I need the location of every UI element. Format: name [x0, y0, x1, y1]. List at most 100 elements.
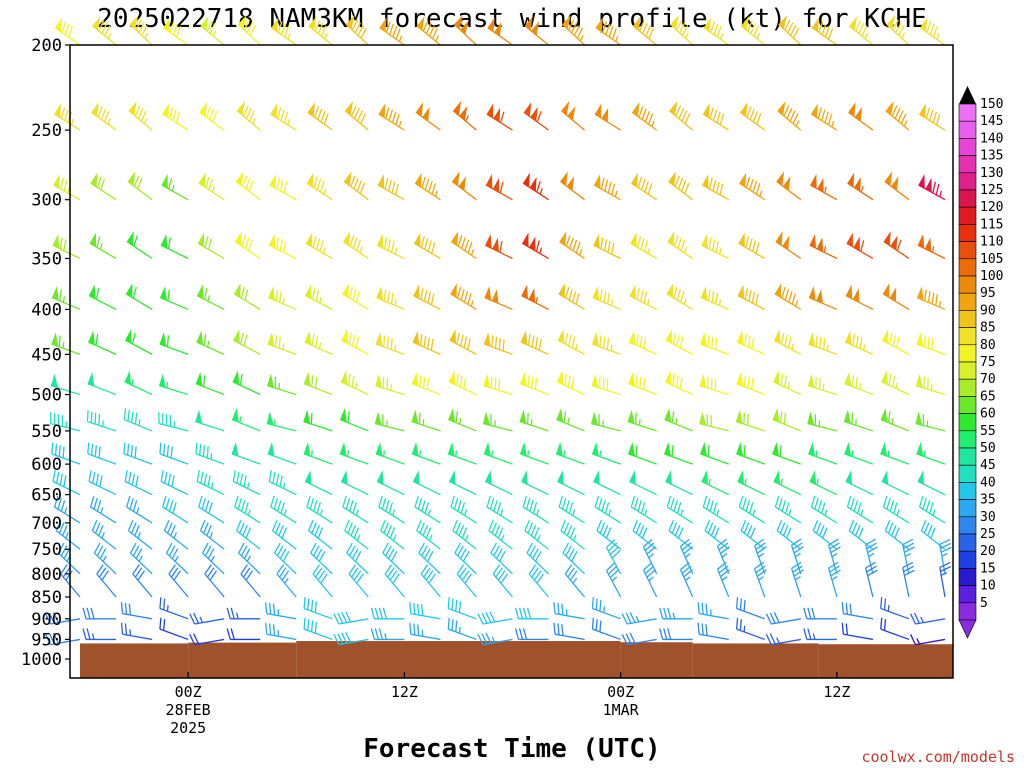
wind-barb [159, 332, 189, 355]
wind-barb [883, 231, 910, 260]
colorbar-label: 5 [980, 596, 988, 611]
colorbar-label: 90 [980, 303, 996, 318]
colorbar-swatch [958, 138, 977, 156]
wind-barb [594, 495, 621, 524]
wind-barb [197, 232, 225, 260]
colorbar-label: 140 [980, 131, 1003, 146]
wind-barb [482, 411, 513, 432]
surface-block [620, 642, 693, 678]
wind-barb [93, 542, 117, 575]
wind-barb [591, 617, 621, 641]
wind-barb [605, 562, 622, 598]
wind-barb [803, 628, 837, 641]
wind-barb [812, 520, 838, 550]
wind-barb [226, 607, 261, 620]
colorbar-swatch [958, 516, 977, 535]
wind-barb [339, 407, 369, 432]
wind-barb [642, 538, 658, 575]
wind-barb [882, 283, 910, 310]
wind-barb [521, 470, 549, 496]
wind-barb [380, 520, 405, 550]
wind-barb [274, 542, 297, 575]
wind-barb [700, 441, 729, 465]
wind-barb [234, 231, 261, 260]
wind-barb [666, 495, 694, 524]
wind-barb [483, 332, 513, 355]
wind-barb [591, 411, 621, 432]
surface-block [188, 642, 297, 678]
wind-barb [486, 103, 513, 131]
wind-barb [54, 17, 81, 46]
x-tick-label: 1MAR [603, 701, 640, 719]
colorbar-swatch [958, 275, 977, 294]
wind-barb [844, 330, 874, 355]
colorbar-label: 75 [980, 355, 996, 370]
wind-barb [375, 441, 405, 465]
chart-title: 2025022718 NAM3KM forecast wind profile … [97, 4, 927, 34]
wind-barb [87, 372, 117, 396]
colorbar-label: 70 [980, 372, 996, 387]
x-tick-label: 12Z [391, 683, 418, 701]
surface-block [692, 643, 819, 678]
wind-barb [809, 470, 838, 496]
wind-barb [765, 633, 801, 646]
wind-barb [628, 330, 657, 355]
wind-barb [739, 102, 766, 131]
wind-barb [522, 232, 549, 260]
wind-barb [765, 612, 801, 625]
wind-barb [413, 284, 441, 311]
wind-barb [490, 542, 513, 575]
plot-frame [69, 44, 954, 679]
wind-barb [524, 520, 549, 550]
wind-barb [485, 233, 513, 260]
wind-barb [448, 407, 477, 432]
wind-barb [51, 332, 81, 355]
wind-barb [556, 370, 585, 396]
wind-barb [344, 101, 369, 131]
wind-barb [701, 470, 730, 496]
wind-barb [668, 520, 694, 550]
wind-barb [55, 520, 81, 550]
wind-barb [716, 538, 730, 575]
wind-barb [668, 171, 694, 201]
wind-barb [882, 495, 910, 524]
wind-barb [556, 407, 585, 432]
wind-barb [902, 538, 915, 575]
wind-barb [483, 373, 513, 396]
wind-barb [920, 520, 946, 550]
wind-barb [703, 17, 730, 46]
wind-barb [523, 102, 549, 131]
wind-barb [416, 520, 441, 550]
wind-barb [45, 632, 81, 646]
colorbar-label: 60 [980, 407, 996, 422]
wind-barb [773, 329, 802, 355]
wind-barb [773, 370, 802, 396]
wind-barb [630, 495, 658, 524]
wind-barb [841, 622, 874, 641]
wind-barb [774, 495, 802, 524]
colorbar-label: 120 [980, 200, 1003, 215]
wind-barb [129, 542, 153, 575]
wind-barb [376, 233, 405, 260]
wind-barb [881, 370, 910, 396]
colorbar-label: 150 [980, 97, 1003, 112]
wind-barb [591, 597, 621, 620]
wind-barb [196, 330, 225, 355]
wind-barb [486, 495, 513, 524]
wind-barb [910, 634, 946, 646]
wind-barb [411, 441, 441, 465]
y-tick-label: 650 [31, 486, 62, 506]
colorbar-swatch [958, 550, 977, 569]
wind-barb [448, 470, 477, 496]
colorbar-swatch [958, 103, 977, 122]
colorbar-swatch [958, 568, 977, 586]
wind-barb [738, 232, 766, 260]
wind-barb [735, 409, 765, 432]
colorbar-swatch [958, 189, 977, 208]
wind-barb [487, 17, 513, 46]
wind-barb [124, 370, 153, 396]
y-axis: 200 250 300 350 400 450 500 550 600 650 700 750 800 8… [21, 36, 70, 670]
wind-barb [847, 172, 874, 201]
wind-barb [50, 373, 81, 396]
